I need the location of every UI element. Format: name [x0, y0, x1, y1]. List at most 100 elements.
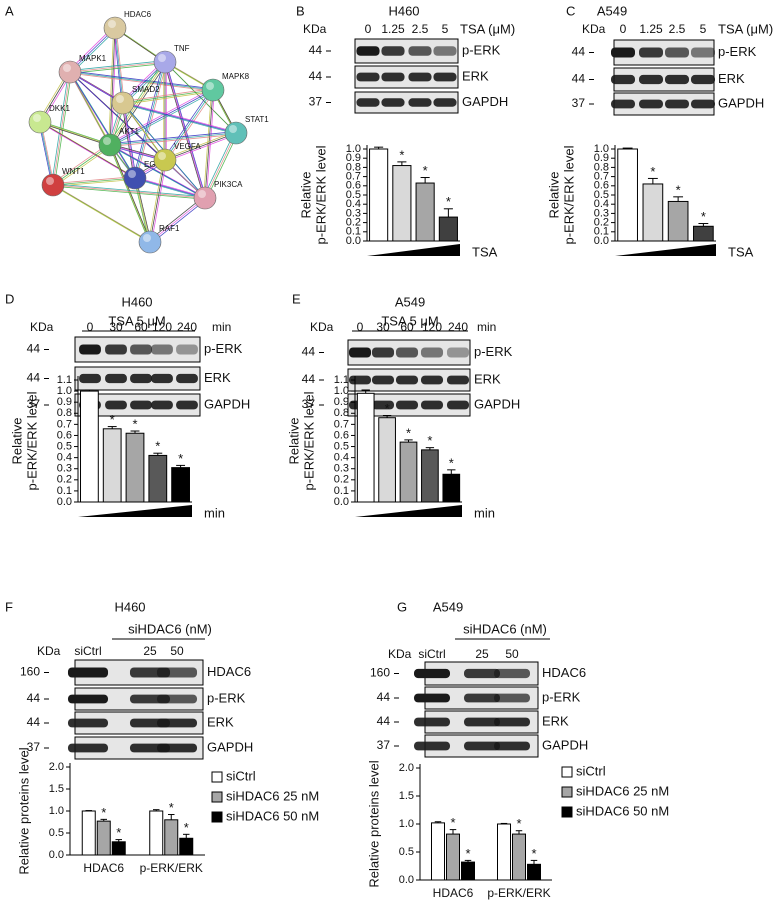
bar — [442, 473, 461, 503]
row-label: p-ERK — [207, 690, 246, 705]
significance: * — [423, 163, 428, 178]
blot-band — [446, 347, 470, 358]
marker-size: 44 — [27, 371, 41, 385]
legend-label: siCtrl — [576, 763, 606, 778]
blot-band — [420, 400, 444, 410]
network-node — [138, 230, 162, 254]
blot-band — [433, 72, 457, 82]
x-tick-label: p-ERK/ERK — [140, 861, 203, 875]
significance: * — [399, 147, 404, 162]
bar — [497, 823, 511, 881]
network-edge — [205, 91, 215, 200]
network-edge — [122, 102, 237, 134]
legend-label: siHDAC6 50 nM — [576, 803, 669, 818]
panel-letter: C — [566, 3, 575, 18]
lane-label: 0 — [365, 22, 372, 36]
bar — [164, 819, 179, 856]
blot-band — [348, 375, 372, 385]
network-edge — [38, 120, 134, 178]
panel-letter: B — [296, 3, 305, 18]
blot-band — [105, 400, 127, 410]
kda-label: KDa — [310, 320, 334, 334]
significance: * — [449, 455, 454, 470]
row-label: GAPDH — [542, 737, 588, 752]
y-tick-label: 0.6 — [57, 429, 72, 441]
error-bar — [176, 464, 186, 468]
y-tick-label: 0.9 — [57, 396, 72, 408]
significance: * — [184, 820, 189, 835]
x-axis-label: TSA — [472, 244, 498, 259]
y-tick-label: 1.0 — [334, 385, 349, 397]
bar — [421, 449, 439, 503]
y-axis-label: p-ERK/ERK level — [301, 391, 316, 490]
treatment: TSA (μM) — [460, 21, 515, 36]
network-edge — [51, 70, 70, 184]
y-tick-label: 0.1 — [594, 226, 609, 238]
blot-band — [691, 74, 715, 85]
network-edge — [163, 60, 205, 197]
network-edge — [71, 62, 167, 74]
y-tick-label: 0.0 — [57, 496, 72, 508]
row-label: GAPDH — [718, 95, 764, 110]
legend-swatch — [211, 791, 223, 803]
blot-band — [381, 98, 405, 107]
bar — [399, 441, 418, 503]
marker-size: 44 — [27, 342, 41, 356]
bar — [438, 216, 458, 242]
network-node — [98, 133, 122, 157]
marker-size: 44 — [377, 690, 391, 704]
significance: * — [385, 401, 390, 416]
y-tick-label: 0.8 — [594, 161, 609, 173]
blot-band — [464, 668, 500, 679]
lane-label: 2.5 — [412, 22, 429, 36]
marker-size: 37 — [302, 397, 316, 411]
kda-label: KDa — [37, 644, 61, 658]
node-label: AKT1 — [119, 127, 140, 136]
network-edge — [122, 102, 136, 179]
row-label: p-ERK — [462, 42, 501, 57]
legend-label: siHDAC6 50 nM — [226, 808, 319, 823]
blot-band — [414, 693, 450, 703]
blot-band — [433, 46, 457, 56]
cell-line: H460 — [114, 599, 145, 614]
blot-band — [151, 373, 173, 384]
marker-size: 44 — [27, 691, 41, 705]
y-tick-label: 0.5 — [334, 440, 349, 452]
kda-label: KDa — [303, 22, 327, 36]
blot-band — [464, 741, 500, 751]
lane-label: 50 — [505, 647, 519, 661]
blot-strip — [354, 65, 459, 89]
kda-label: KDa — [582, 22, 606, 36]
row-label: p-ERK — [474, 344, 513, 359]
blot-band — [414, 668, 450, 679]
time-unit: min — [477, 320, 496, 334]
y-tick-label: 0.4 — [334, 452, 349, 464]
y-tick-label: 0.3 — [334, 463, 349, 475]
blot-band — [371, 347, 395, 358]
error-bar — [397, 161, 407, 166]
significance: * — [169, 800, 174, 815]
network-edge — [52, 184, 206, 199]
node-label: MAPK1 — [79, 54, 107, 63]
network-edge — [68, 70, 135, 177]
blot-band — [156, 718, 198, 728]
error-bar — [443, 208, 453, 218]
bar — [378, 417, 396, 503]
node-label: HDAC6 — [124, 10, 152, 19]
y-axis-label: Relative proteins level — [366, 760, 381, 887]
panel-letter: G — [397, 599, 407, 614]
error-bar — [698, 223, 709, 227]
time-unit: min — [212, 320, 231, 334]
node-highlight — [116, 95, 124, 103]
marker-size: 37 — [309, 95, 323, 109]
y-tick-label: 2.0 — [399, 762, 414, 774]
legend-swatch — [561, 806, 573, 818]
network-edge — [108, 143, 150, 241]
blot-band — [639, 47, 663, 58]
lane-label: 1.25 — [381, 22, 405, 36]
y-tick-label: 1.0 — [49, 805, 64, 817]
network-edge — [110, 29, 117, 147]
blot-band — [79, 344, 101, 355]
blot-band — [408, 72, 432, 82]
